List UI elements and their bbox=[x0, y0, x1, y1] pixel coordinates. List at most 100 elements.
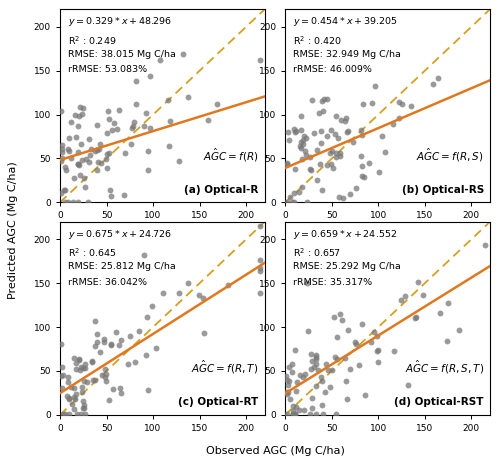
Point bbox=[306, 410, 314, 418]
Point bbox=[298, 155, 306, 162]
Point bbox=[300, 407, 308, 414]
Point bbox=[74, 160, 82, 167]
Point bbox=[144, 387, 152, 394]
Point bbox=[132, 101, 140, 108]
Point bbox=[58, 142, 66, 149]
Text: R$^2$ : 0.249: R$^2$ : 0.249 bbox=[68, 34, 116, 47]
Point bbox=[106, 186, 114, 194]
Point bbox=[302, 280, 310, 287]
Point bbox=[76, 112, 84, 120]
Point bbox=[64, 378, 72, 385]
Point bbox=[58, 384, 66, 391]
Point bbox=[352, 339, 360, 346]
Point bbox=[91, 318, 99, 325]
Point bbox=[78, 156, 86, 164]
Point bbox=[282, 388, 290, 396]
Point bbox=[395, 114, 403, 122]
Point bbox=[72, 390, 80, 397]
Point bbox=[74, 198, 82, 205]
Text: (a) Optical-R: (a) Optical-R bbox=[184, 185, 258, 195]
Point bbox=[290, 402, 298, 410]
Text: $y=0.329 * x+48.296$: $y=0.329 * x+48.296$ bbox=[68, 15, 172, 28]
Point bbox=[318, 186, 326, 194]
Point bbox=[419, 291, 427, 299]
Point bbox=[344, 128, 351, 136]
Point bbox=[378, 132, 386, 139]
Point bbox=[256, 57, 264, 64]
Point bbox=[288, 369, 296, 376]
Point bbox=[102, 377, 110, 384]
Point bbox=[77, 410, 85, 418]
Text: RMSE: 38.015 Mg C/ha: RMSE: 38.015 Mg C/ha bbox=[68, 50, 176, 59]
Point bbox=[283, 198, 291, 205]
Point bbox=[96, 141, 104, 148]
Point bbox=[142, 110, 150, 117]
Point bbox=[297, 144, 305, 151]
Point bbox=[74, 148, 82, 156]
Point bbox=[358, 163, 366, 170]
Point bbox=[105, 149, 113, 157]
Point bbox=[65, 135, 73, 142]
Point bbox=[81, 364, 89, 372]
Point bbox=[374, 333, 382, 340]
Text: $y=0.659 * x+24.552$: $y=0.659 * x+24.552$ bbox=[294, 228, 398, 241]
Point bbox=[283, 390, 291, 398]
Point bbox=[200, 294, 207, 301]
Point bbox=[332, 112, 340, 120]
Point bbox=[164, 96, 172, 104]
Point bbox=[61, 187, 69, 194]
Text: R$^2$ : 0.657: R$^2$ : 0.657 bbox=[294, 247, 342, 260]
Point bbox=[300, 133, 308, 140]
Point bbox=[288, 407, 296, 414]
Text: RMSE: 25.812 Mg C/ha: RMSE: 25.812 Mg C/ha bbox=[68, 262, 176, 271]
Point bbox=[166, 118, 174, 125]
Point bbox=[80, 397, 88, 405]
Point bbox=[68, 154, 76, 161]
Text: $A\hat{G}C = f(R)$: $A\hat{G}C = f(R)$ bbox=[203, 147, 258, 164]
Point bbox=[286, 363, 294, 370]
Point bbox=[396, 296, 404, 304]
Point bbox=[84, 198, 92, 205]
Point bbox=[76, 366, 84, 373]
Text: rRMSE: 46.009%: rRMSE: 46.009% bbox=[294, 65, 372, 74]
Point bbox=[301, 370, 309, 377]
Point bbox=[80, 410, 88, 417]
Point bbox=[326, 383, 334, 390]
Point bbox=[200, 329, 207, 337]
Point bbox=[72, 360, 80, 367]
Point bbox=[69, 198, 77, 205]
Point bbox=[58, 371, 66, 378]
Point bbox=[82, 155, 90, 162]
Point bbox=[102, 371, 110, 378]
Point bbox=[335, 193, 343, 201]
Point bbox=[65, 395, 73, 402]
Point bbox=[93, 330, 101, 337]
Point bbox=[104, 115, 112, 123]
Point bbox=[317, 140, 325, 147]
Point bbox=[482, 242, 490, 249]
Point bbox=[152, 345, 160, 352]
Point bbox=[67, 383, 75, 390]
Point bbox=[323, 132, 331, 140]
Point bbox=[102, 129, 110, 136]
Point bbox=[108, 126, 116, 134]
Text: $y=0.454 * x+39.205$: $y=0.454 * x+39.205$ bbox=[294, 15, 398, 28]
Point bbox=[306, 365, 314, 372]
Point bbox=[110, 120, 118, 127]
Point bbox=[312, 177, 320, 184]
Point bbox=[76, 104, 84, 111]
Point bbox=[58, 372, 66, 380]
Point bbox=[144, 313, 152, 320]
Point bbox=[307, 166, 315, 174]
Point bbox=[434, 75, 442, 82]
Point bbox=[112, 328, 120, 336]
Point bbox=[357, 152, 365, 160]
Point bbox=[124, 360, 132, 367]
Point bbox=[290, 189, 298, 197]
Point bbox=[224, 282, 232, 289]
Point bbox=[332, 355, 340, 363]
Point bbox=[304, 327, 312, 334]
Point bbox=[456, 326, 464, 333]
Point bbox=[58, 341, 66, 348]
Point bbox=[298, 127, 306, 134]
